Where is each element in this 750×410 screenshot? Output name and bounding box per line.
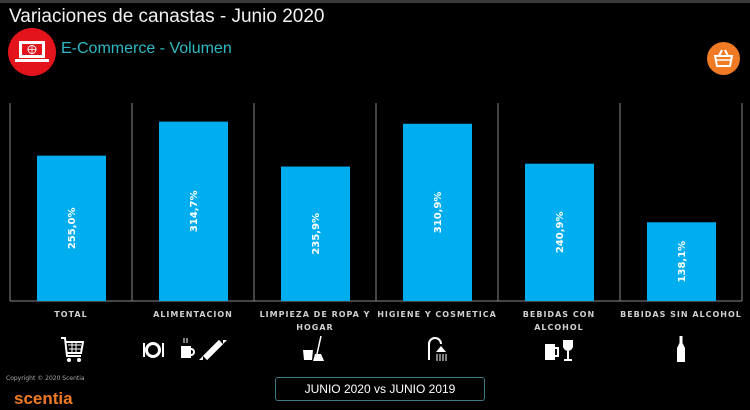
page-title: Variaciones de canastas - Junio 2020 [9, 6, 325, 27]
data-label: 235,9% [311, 213, 322, 255]
data-label: 255,0% [67, 207, 78, 249]
category-label: BEBIDAS CON ALCOHOL [522, 310, 596, 332]
category-label: BEBIDAS SIN ALCOHOL [620, 310, 742, 319]
category-label: LIMPIEZA DE ROPA Y HOGAR [259, 310, 371, 332]
data-label: 138,1% [677, 241, 688, 283]
shopping-basket-icon [707, 42, 740, 75]
shower-icon [376, 336, 498, 364]
category-label: HIGIENE Y COSMETICA [377, 310, 497, 319]
bar-chart: 255,0% 314,7% 235,9% 310,9% 240,9% 138,1% [9, 103, 743, 302]
data-label: 310,9% [433, 192, 444, 234]
category-label: TOTAL [54, 310, 88, 319]
period-label: JUNIO 2020 vs JUNIO 2019 [275, 377, 485, 401]
subtitle: E-Commerce - Volumen [61, 40, 232, 57]
scentia-logo: scentia [14, 389, 73, 408]
copyright: Copyright © 2020 Scentia [6, 375, 85, 382]
bucket-broom-icon [254, 335, 376, 364]
shopping-cart-icon [10, 336, 132, 364]
top-border [0, 0, 750, 3]
data-label: 240,9% [555, 212, 566, 254]
bar [403, 123, 472, 301]
bar [525, 163, 594, 301]
bar [281, 166, 350, 301]
bar [159, 121, 228, 301]
bottle-icon [620, 336, 742, 364]
category-label: ALIMENTACION [153, 310, 233, 319]
food-coffee-candy-icon [132, 336, 254, 364]
bar [647, 222, 716, 301]
bar [37, 155, 106, 301]
data-label: 314,7% [189, 190, 200, 232]
beer-wine-icon [498, 336, 620, 364]
laptop-globe-icon [8, 28, 56, 76]
